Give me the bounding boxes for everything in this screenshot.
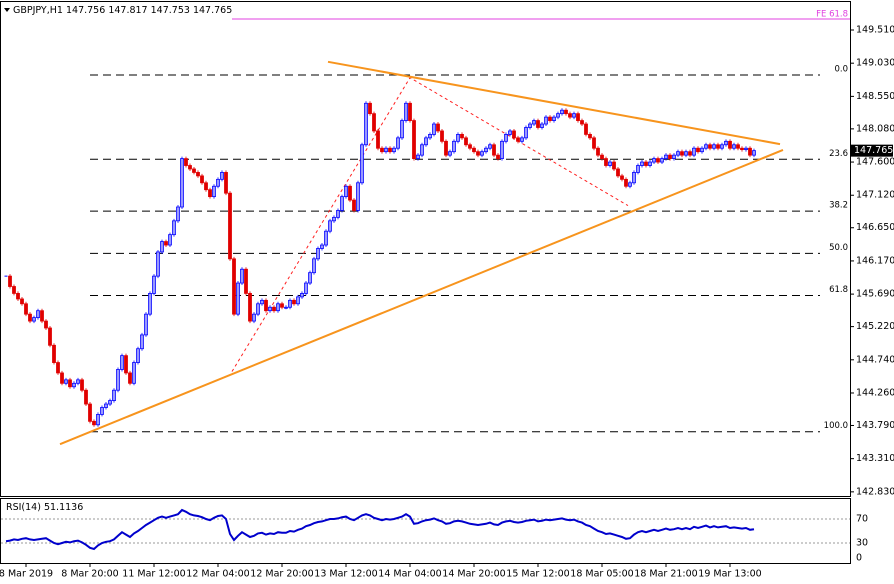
symbol: GBPJPY,H1 bbox=[13, 5, 63, 16]
rsi-tick-label: 30 bbox=[856, 538, 868, 549]
high: 147.817 bbox=[108, 5, 147, 16]
rsi-header: RSI(14) 51.1136 bbox=[6, 502, 83, 513]
rsi-tick-label: 0 bbox=[856, 553, 862, 564]
y-tick-label: 148.080 bbox=[856, 123, 894, 134]
x-tick-label: 11 Mar 12:00 bbox=[122, 569, 185, 580]
price-pane bbox=[0, 1, 851, 497]
y-tick-label: 147.120 bbox=[856, 190, 894, 201]
x-tick-label: 19 Mar 13:00 bbox=[698, 569, 761, 580]
rsi-value: 51.1136 bbox=[44, 502, 83, 513]
x-tick-label: 14 Mar 04:00 bbox=[378, 569, 441, 580]
x-tick-label: 18 Mar 21:00 bbox=[634, 569, 697, 580]
y-tick-label: 144.260 bbox=[856, 387, 894, 398]
rsi-name: RSI(14) bbox=[6, 502, 41, 513]
y-tick-label: 143.310 bbox=[856, 453, 894, 464]
trendline bbox=[327, 60, 781, 146]
y-tick-label: 145.690 bbox=[856, 289, 894, 300]
y-tick-label: 149.510 bbox=[856, 25, 894, 36]
open: 147.756 bbox=[66, 5, 105, 16]
fib-label: 38.2 bbox=[829, 201, 848, 211]
close: 147.765 bbox=[193, 5, 232, 16]
low: 147.753 bbox=[151, 5, 190, 16]
fib-label: 100.0 bbox=[824, 421, 848, 431]
y-tick-label: 144.740 bbox=[856, 354, 894, 365]
last-price-label: 147.765 bbox=[854, 145, 893, 156]
y-tick-label: 146.170 bbox=[856, 255, 894, 266]
y-tick-label: 147.600 bbox=[856, 157, 894, 168]
y-tick-label: 148.550 bbox=[856, 91, 894, 102]
y-tick-label: 142.830 bbox=[856, 486, 894, 497]
fib-label: 0.0 bbox=[834, 64, 848, 74]
rsi-line bbox=[5, 508, 755, 551]
x-tick-label: 13 Mar 12:00 bbox=[314, 569, 377, 580]
x-tick-label: 18 Mar 05:00 bbox=[570, 569, 633, 580]
fib-label: 50.0 bbox=[829, 243, 848, 253]
header-icon bbox=[4, 8, 10, 12]
y-tick-label: 143.790 bbox=[856, 420, 894, 431]
fib-label: 61.8 bbox=[829, 285, 848, 295]
x-tick-label: 8 Mar 2019 bbox=[0, 569, 53, 580]
last-price-box bbox=[851, 144, 893, 157]
y-tick-label: 149.030 bbox=[856, 58, 894, 69]
fe-label: FE 61.8 bbox=[816, 9, 848, 19]
x-tick-label: 12 Mar 04:00 bbox=[186, 569, 249, 580]
rsi-tick-label: 70 bbox=[856, 514, 868, 525]
y-tick-label: 146.650 bbox=[856, 222, 894, 233]
x-tick-label: 8 Mar 20:00 bbox=[61, 569, 118, 580]
fib-label: 23.6 bbox=[829, 149, 848, 159]
x-tick-label: 15 Mar 12:00 bbox=[506, 569, 569, 580]
rsi-pane bbox=[0, 498, 851, 564]
x-tick-label: 14 Mar 20:00 bbox=[442, 569, 505, 580]
chart-header: GBPJPY,H1 147.756 147.817 147.753 147.76… bbox=[13, 5, 232, 16]
x-tick-label: 12 Mar 20:00 bbox=[250, 569, 313, 580]
y-tick-label: 145.220 bbox=[856, 321, 894, 332]
trendline bbox=[59, 149, 784, 446]
